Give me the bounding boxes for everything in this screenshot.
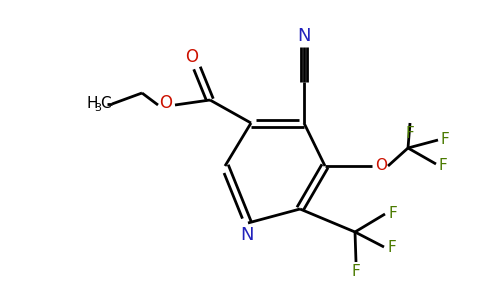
Text: O: O — [375, 158, 387, 172]
Text: F: F — [440, 131, 449, 146]
Text: C: C — [100, 97, 111, 112]
Text: F: F — [406, 125, 414, 140]
Text: O: O — [160, 94, 172, 112]
Text: N: N — [297, 27, 311, 45]
Text: N: N — [240, 226, 254, 244]
Text: O: O — [185, 48, 198, 66]
Text: F: F — [351, 263, 361, 278]
Text: F: F — [389, 206, 397, 221]
Text: 3: 3 — [94, 103, 101, 113]
Text: F: F — [439, 158, 447, 172]
Text: F: F — [388, 239, 396, 254]
Text: H: H — [86, 97, 97, 112]
